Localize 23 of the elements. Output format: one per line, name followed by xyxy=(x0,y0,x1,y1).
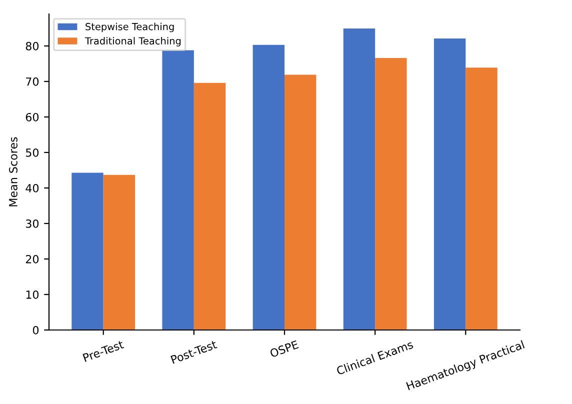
y-tick-label: 60 xyxy=(26,112,39,122)
y-tick-label: 10 xyxy=(26,290,39,299)
y-tick-label: 20 xyxy=(26,254,39,264)
bar xyxy=(72,172,104,330)
bar xyxy=(466,68,498,330)
x-tick-label: OSPE xyxy=(269,340,299,358)
bar xyxy=(252,44,284,330)
bar xyxy=(284,74,316,330)
y-tick-label: 0 xyxy=(32,326,39,334)
y-tick-label: 40 xyxy=(26,184,39,192)
bar xyxy=(162,50,194,330)
legend-label: Stepwise Teaching xyxy=(86,22,174,32)
bar xyxy=(343,28,376,330)
bar xyxy=(375,58,407,330)
y-tick-label: 50 xyxy=(26,148,39,157)
bar xyxy=(194,82,226,330)
y-tick-label: 80 xyxy=(26,42,39,50)
y-tick-label: 30 xyxy=(26,219,39,228)
legend-label: Traditional Teaching xyxy=(84,37,181,46)
y-axis-title: Mean Scores xyxy=(9,137,18,206)
bar xyxy=(434,38,466,330)
bar xyxy=(103,174,136,330)
y-tick-label: 70 xyxy=(26,77,39,86)
